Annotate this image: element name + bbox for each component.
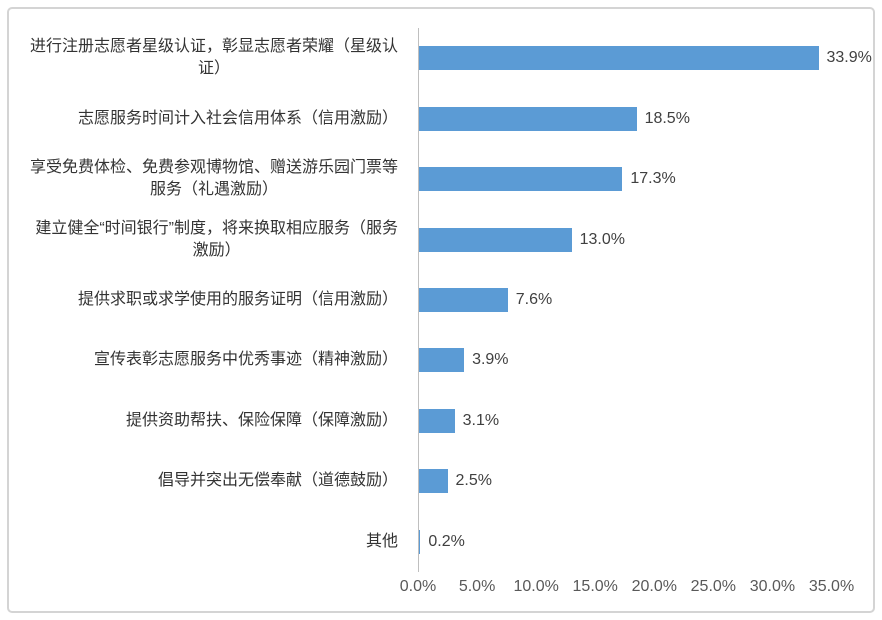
x-axis-tick-label: 25.0% xyxy=(690,578,737,595)
bar-cell: 17.3% xyxy=(418,149,874,209)
bar-cell: 3.1% xyxy=(418,391,874,451)
category-label: 宣传表彰志愿服务中优秀事迹（精神激励） xyxy=(93,351,398,369)
category-label-cell: 享受免费体检、免费参观博物馆、赠送游乐园门票等 服务（礼遇激励） xyxy=(8,157,410,201)
bar-cell: 3.9% xyxy=(418,330,874,390)
category-label-cell: 提供资助帮扶、保险保障（保障激励） xyxy=(8,410,410,432)
value-label: 3.9% xyxy=(472,351,509,369)
category-label-cell: 宣传表彰志愿服务中优秀事迹（精神激励） xyxy=(8,349,410,371)
value-label: 13.0% xyxy=(579,230,625,248)
bar-cell: 2.5% xyxy=(418,451,874,511)
bar xyxy=(418,46,819,71)
x-axis-tick-label: 20.0% xyxy=(631,578,677,595)
bar-cell: 0.2% xyxy=(418,512,874,572)
bar xyxy=(418,408,455,433)
x-axis-tick-label: 10.0% xyxy=(513,578,559,595)
category-label: 提供求职或求学使用的服务证明（信用激励） xyxy=(77,290,398,308)
category-label-cell: 建立健全“时间银行”制度，将来换取相应服务（服务 激励） xyxy=(8,218,410,262)
bar-cell: 33.9% xyxy=(418,28,874,88)
bar xyxy=(418,469,448,494)
bar xyxy=(418,348,465,373)
chart-row: 志愿服务时间计入社会信用体系（信用激励） 18.5% xyxy=(8,88,874,148)
chart-row: 进行注册志愿者星级认证，彰显志愿者荣耀（星级认 证） 33.9% xyxy=(8,28,874,88)
category-label-cell: 倡导并突出无偿奉献（道德鼓励） xyxy=(8,470,410,492)
category-label: 建立健全“时间银行”制度，将来换取相应服务（服务 激励） xyxy=(35,219,398,259)
bar xyxy=(418,167,623,192)
x-axis-tick-label: 0.0% xyxy=(399,578,437,595)
category-label: 享受免费体检、免费参观博物馆、赠送游乐园门票等 服务（礼遇激励） xyxy=(29,159,398,199)
chart-row: 提供求职或求学使用的服务证明（信用激励） 7.6% xyxy=(8,270,874,330)
value-label: 17.3% xyxy=(630,170,676,188)
category-label: 志愿服务时间计入社会信用体系（信用激励） xyxy=(77,109,398,127)
value-label: 0.2% xyxy=(428,532,465,550)
x-axis-tick-label: 15.0% xyxy=(572,578,618,595)
x-axis-tick-label: 30.0% xyxy=(749,578,796,595)
bar xyxy=(418,529,421,554)
chart-row: 其他 0.2% xyxy=(8,512,874,572)
chart-row: 享受免费体检、免费参观博物馆、赠送游乐园门票等 服务（礼遇激励） 17.3% xyxy=(8,149,874,209)
value-label: 3.1% xyxy=(462,411,500,429)
category-label-cell: 其他 xyxy=(8,531,410,553)
chart-row: 倡导并突出无偿奉献（道德鼓励） 2.5% xyxy=(8,451,874,511)
category-label: 倡导并突出无偿奉献（道德鼓励） xyxy=(157,472,398,490)
bar-cell: 18.5% xyxy=(418,88,874,148)
bar-cell: 7.6% xyxy=(418,270,874,330)
plot-area: 进行注册志愿者星级认证，彰显志愿者荣耀（星级认 证） 33.9% 志愿服务时间计入社… xyxy=(8,28,874,572)
chart-row: 提供资助帮扶、保险保障（保障激励） 3.1% xyxy=(8,391,874,451)
value-label: 7.6% xyxy=(515,290,553,308)
category-label-cell: 进行注册志愿者星级认证，彰显志愿者荣耀（星级认 证） xyxy=(8,36,410,80)
category-label-cell: 志愿服务时间计入社会信用体系（信用激励） xyxy=(8,108,410,130)
category-axis-line xyxy=(418,28,419,572)
bar xyxy=(418,287,508,312)
chart-row: 建立健全“时间银行”制度，将来换取相应服务（服务 激励） 13.0% xyxy=(8,209,874,269)
bar xyxy=(418,227,572,252)
value-label: 2.5% xyxy=(455,472,492,490)
value-label: 33.9% xyxy=(826,49,872,67)
category-label: 其他 xyxy=(365,532,398,550)
x-axis-tick-label: 35.0% xyxy=(808,578,855,595)
bar-cell: 13.0% xyxy=(418,209,874,269)
category-label-cell: 提供求职或求学使用的服务证明（信用激励） xyxy=(8,289,410,311)
bar xyxy=(418,106,637,131)
category-label: 提供资助帮扶、保险保障（保障激励） xyxy=(125,411,398,429)
x-axis: 0.0% 5.0% 10.0% 15.0% 20.0% 25.0% 30.0% 35.0% xyxy=(400,578,858,600)
chart-row: 宣传表彰志愿服务中优秀事迹（精神激励） 3.9% xyxy=(8,330,874,390)
value-label: 18.5% xyxy=(644,109,690,127)
category-label: 进行注册志愿者星级认证，彰显志愿者荣耀（星级认 证） xyxy=(29,38,398,78)
x-axis-tick-label: 5.0% xyxy=(458,578,496,595)
